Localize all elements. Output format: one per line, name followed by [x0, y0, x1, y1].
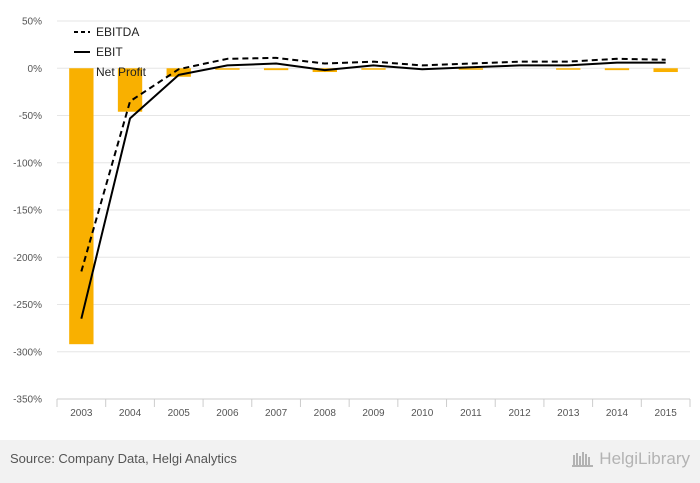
y-tick-label: -100%	[13, 158, 42, 169]
x-tick-label: 2015	[655, 408, 678, 419]
logo-text: HelgiLibrary	[599, 449, 690, 468]
legend-label-ebit: EBIT	[96, 45, 123, 59]
ebit-line	[80, 61, 666, 319]
y-tick-label: -250%	[13, 300, 42, 311]
x-tick-label: 2011	[460, 408, 482, 419]
legend-label-ebitda: EBITDA	[96, 25, 139, 39]
x-axis: 2003 2004 2005 2006 2007 2008 2009 2010 2011 2012…	[56, 398, 691, 419]
x-tick-label: 2005	[168, 408, 191, 419]
x-tick-label: 2009	[362, 408, 385, 419]
legend-label-net-profit: Net Profit	[96, 65, 147, 79]
footer: Source: Company Data, Helgi Analytics He…	[0, 440, 700, 483]
library-books-icon	[572, 452, 594, 467]
source-note: Source: Company Data, Helgi Analytics	[10, 451, 237, 466]
x-tick-label: 2003	[70, 408, 93, 419]
y-tick-label: 0%	[28, 64, 43, 75]
gridlines	[57, 20, 690, 400]
y-tick-label: -300%	[13, 347, 42, 358]
chart: 50%0%-50%-100%-150%-200%-250%-300%-350% …	[13, 17, 691, 419]
net-profit-bar	[69, 68, 94, 345]
net-profit-bar	[166, 68, 191, 77]
net-profit-bars	[69, 68, 678, 345]
ebitda-line	[80, 56, 666, 272]
x-tick-label: 2013	[557, 408, 580, 419]
net-profit-bar	[361, 68, 386, 70]
x-tick-label: 2014	[606, 408, 629, 419]
net-profit-bar	[458, 68, 484, 70]
helgi-library-logo[interactable]: HelgiLibrary	[572, 449, 690, 469]
x-tick-label: 2004	[119, 408, 142, 419]
y-tick-label: -200%	[13, 253, 42, 264]
net-profit-bar	[653, 68, 678, 73]
x-tick-label: 2010	[411, 408, 434, 419]
net-profit-bar	[263, 68, 289, 71]
net-profit-bar	[604, 68, 630, 71]
y-tick-label: 50%	[22, 17, 42, 28]
y-tick-label: -350%	[13, 395, 42, 406]
y-tick-label: -150%	[13, 206, 42, 217]
x-tick-label: 2012	[508, 408, 531, 419]
y-tick-label: -50%	[19, 111, 42, 122]
net-profit-bar	[215, 68, 240, 70]
x-tick-label: 2008	[314, 408, 337, 419]
legend: EBITDA EBIT Net Profit	[74, 25, 147, 79]
lines	[80, 56, 666, 319]
x-tick-label: 2007	[265, 408, 288, 419]
y-axis: 50% 0% -50% -100% -150% -200% -250% -300% -350%	[13, 17, 42, 406]
x-tick-label: 2006	[216, 408, 239, 419]
net-profit-bar	[556, 68, 581, 70]
